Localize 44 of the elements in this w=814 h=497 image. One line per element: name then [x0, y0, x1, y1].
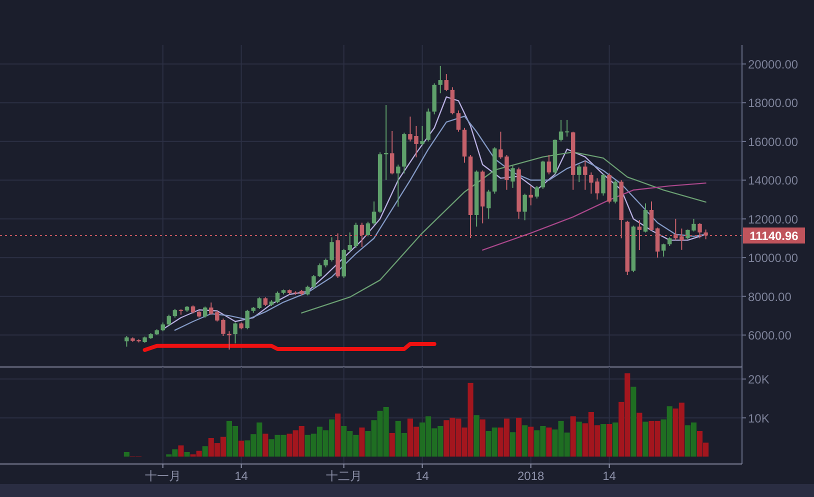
y-tick-label: 10K	[748, 411, 770, 426]
y-tick-label: 18000.00	[748, 96, 798, 110]
bar	[516, 418, 522, 457]
bar	[612, 422, 618, 457]
x-tick-label: 十一月	[144, 469, 181, 483]
ref-line-label: 11140.96	[750, 229, 799, 244]
y-tick-label: 20K	[748, 372, 770, 387]
x-tick-label: 14	[416, 469, 430, 483]
y-tick-label: 10000.00	[748, 251, 798, 266]
y-tick-label: 8000.00	[748, 290, 792, 304]
bar	[480, 419, 486, 457]
line-series	[301, 151, 706, 314]
y-tick-label: 20000.00	[748, 57, 798, 72]
bar	[636, 412, 642, 457]
bar	[389, 432, 395, 457]
bar	[642, 422, 648, 457]
bar	[576, 422, 582, 457]
line-series	[482, 182, 706, 251]
bar	[335, 414, 341, 457]
bar	[474, 415, 480, 457]
bar	[606, 424, 612, 457]
bar	[359, 428, 365, 457]
x-tick-label: 14	[602, 469, 616, 483]
bar	[184, 452, 190, 457]
x-tick-label: 14	[234, 469, 248, 483]
y-tick-label: 12000.00	[748, 212, 798, 226]
x-tick-label: 2018	[518, 469, 545, 483]
bar	[510, 432, 516, 457]
x-tick-label: 十二月	[326, 469, 362, 483]
y-tick-label: 16000.00	[748, 134, 798, 149]
line-series	[142, 342, 436, 352]
bar	[202, 446, 208, 457]
bar	[600, 424, 606, 457]
bar	[528, 426, 534, 457]
y-tick-label: 14000.00	[748, 174, 798, 188]
bar	[238, 440, 244, 457]
bar	[630, 386, 636, 457]
bar	[546, 428, 552, 457]
bar	[262, 434, 268, 457]
bar	[570, 416, 576, 457]
bar	[178, 445, 184, 457]
bar	[124, 452, 130, 457]
y-tick-label: 6000.00	[748, 328, 792, 343]
bar	[522, 425, 528, 457]
